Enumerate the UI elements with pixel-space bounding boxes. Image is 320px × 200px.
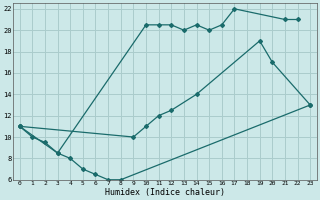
- X-axis label: Humidex (Indice chaleur): Humidex (Indice chaleur): [105, 188, 225, 197]
